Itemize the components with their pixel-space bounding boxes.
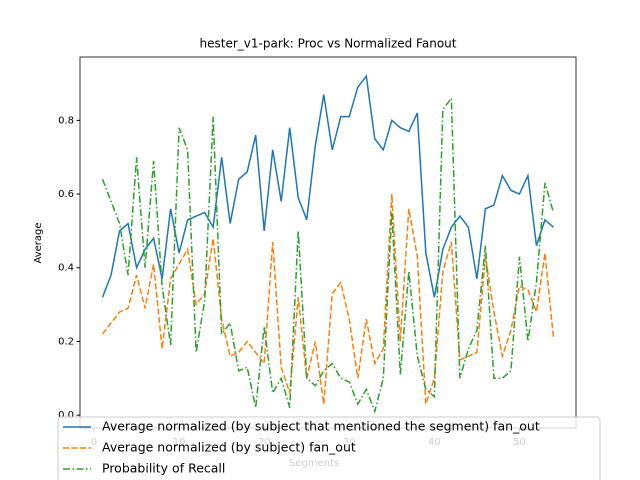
legend-box [57,416,601,480]
legend-label: Average normalized (by subject that ment… [102,419,540,434]
series-line [101,194,555,405]
y-tick-label: 0.6 [58,189,74,200]
y-tick-label: 0.4 [58,263,74,274]
y-tick-label: 0.2 [58,336,74,347]
series-line [101,74,554,298]
y-tick-label: 0.0 [58,410,74,421]
chart-title: hester_v1-park: Proc vs Normalized Fanou… [200,37,457,51]
series-line [101,96,555,414]
y-axis-label: Average [33,222,44,263]
legend-label: Average normalized (by subject) fan_out [102,440,356,455]
legend-label: Probability of Recall [102,461,225,476]
y-tick-label: 0.8 [58,115,74,126]
legend: Average normalized (by subject that ment… [57,416,601,480]
